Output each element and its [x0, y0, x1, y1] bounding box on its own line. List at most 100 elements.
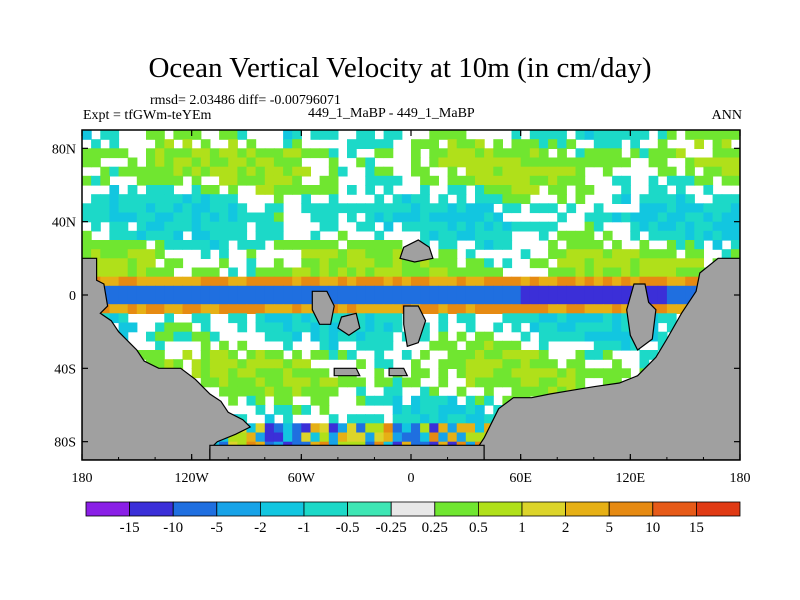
field-cell [648, 276, 659, 287]
field-cell [200, 203, 211, 214]
field-cell [475, 423, 485, 434]
field-cell [438, 395, 449, 406]
field-cell [146, 166, 156, 177]
field-cell [484, 386, 494, 397]
field-cell [511, 285, 522, 296]
field-cell [538, 203, 549, 214]
field-cell [557, 130, 567, 140]
field-cell [264, 414, 275, 424]
field-cell [337, 423, 348, 434]
field-cell [173, 221, 184, 232]
field-cell [182, 148, 193, 159]
field-cell [155, 230, 165, 241]
field-cell [164, 212, 174, 223]
field-cell [593, 240, 604, 250]
velocity-field [82, 130, 740, 460]
field-cell [575, 175, 586, 186]
field-cell [657, 267, 668, 278]
field-cell [283, 130, 293, 140]
field-cell [621, 258, 631, 269]
field-cell [347, 285, 357, 296]
field-cell [493, 166, 503, 177]
field-cell [328, 258, 339, 269]
field-cell [136, 267, 147, 278]
field-cell [310, 313, 321, 324]
field-cell [520, 249, 531, 259]
field-cell [475, 285, 485, 296]
field-cell [401, 212, 412, 223]
field-cell [228, 148, 238, 159]
field-cell [292, 331, 302, 342]
field-cell [447, 276, 458, 287]
field-cell [648, 230, 659, 241]
field-cell [429, 414, 439, 424]
field-cell [493, 359, 503, 369]
field-cell [456, 368, 467, 379]
field-cell [676, 203, 686, 214]
field-cell [420, 386, 430, 397]
field-cell [447, 340, 458, 351]
field-cell [100, 240, 110, 250]
field-cell [648, 285, 659, 296]
field-cell [301, 295, 311, 305]
field-cell [155, 340, 165, 351]
field-cell [146, 175, 156, 186]
field-cell [639, 258, 650, 269]
field-cell [237, 285, 248, 296]
field-cell [374, 423, 385, 434]
field-cell [283, 322, 293, 333]
field-cell [365, 221, 375, 232]
field-cell [575, 240, 586, 250]
field-cell [475, 258, 485, 269]
field-cell [310, 249, 321, 259]
field-cell [557, 249, 567, 259]
field-cell [374, 194, 385, 204]
field-cell [273, 359, 284, 369]
field-cell [246, 359, 257, 369]
field-cell [146, 350, 156, 360]
field-cell [264, 203, 275, 214]
field-cell [191, 295, 202, 305]
field-cell [493, 267, 503, 278]
field-cell [155, 130, 165, 140]
field-cell [648, 175, 659, 186]
field-cell [447, 258, 458, 269]
field-cell [484, 331, 494, 342]
field-cell [273, 313, 284, 324]
field-cell [356, 203, 366, 214]
field-cell [328, 148, 339, 159]
field-cell [484, 221, 494, 232]
field-cell [136, 258, 147, 269]
field-cell [209, 304, 220, 314]
field-cell [155, 212, 165, 223]
field-cell [209, 377, 220, 388]
field-cell [438, 230, 449, 241]
field-cell [273, 148, 284, 159]
field-cell [374, 304, 385, 314]
field-cell [255, 304, 266, 314]
field-cell [429, 139, 439, 149]
field-cell [374, 331, 385, 342]
field-cell [676, 212, 686, 223]
field-cell [420, 414, 430, 424]
field-cell [538, 368, 549, 379]
colorbar-label: 5 [605, 520, 613, 536]
field-cell [319, 212, 330, 223]
field-cell [146, 249, 156, 259]
field-cell [328, 331, 339, 342]
field-cell [548, 157, 558, 168]
field-cell [566, 157, 577, 168]
field-cell [255, 313, 266, 324]
field-cell [136, 295, 147, 305]
field-cell [694, 258, 704, 269]
field-cell [182, 221, 193, 232]
field-cell [200, 230, 211, 241]
field-cell [383, 313, 394, 324]
field-cell [584, 230, 595, 241]
field-cell [493, 340, 503, 351]
field-cell [465, 230, 476, 241]
field-cell [712, 157, 723, 168]
field-cell [465, 350, 476, 360]
field-cell [456, 350, 467, 360]
field-cell [548, 368, 558, 379]
